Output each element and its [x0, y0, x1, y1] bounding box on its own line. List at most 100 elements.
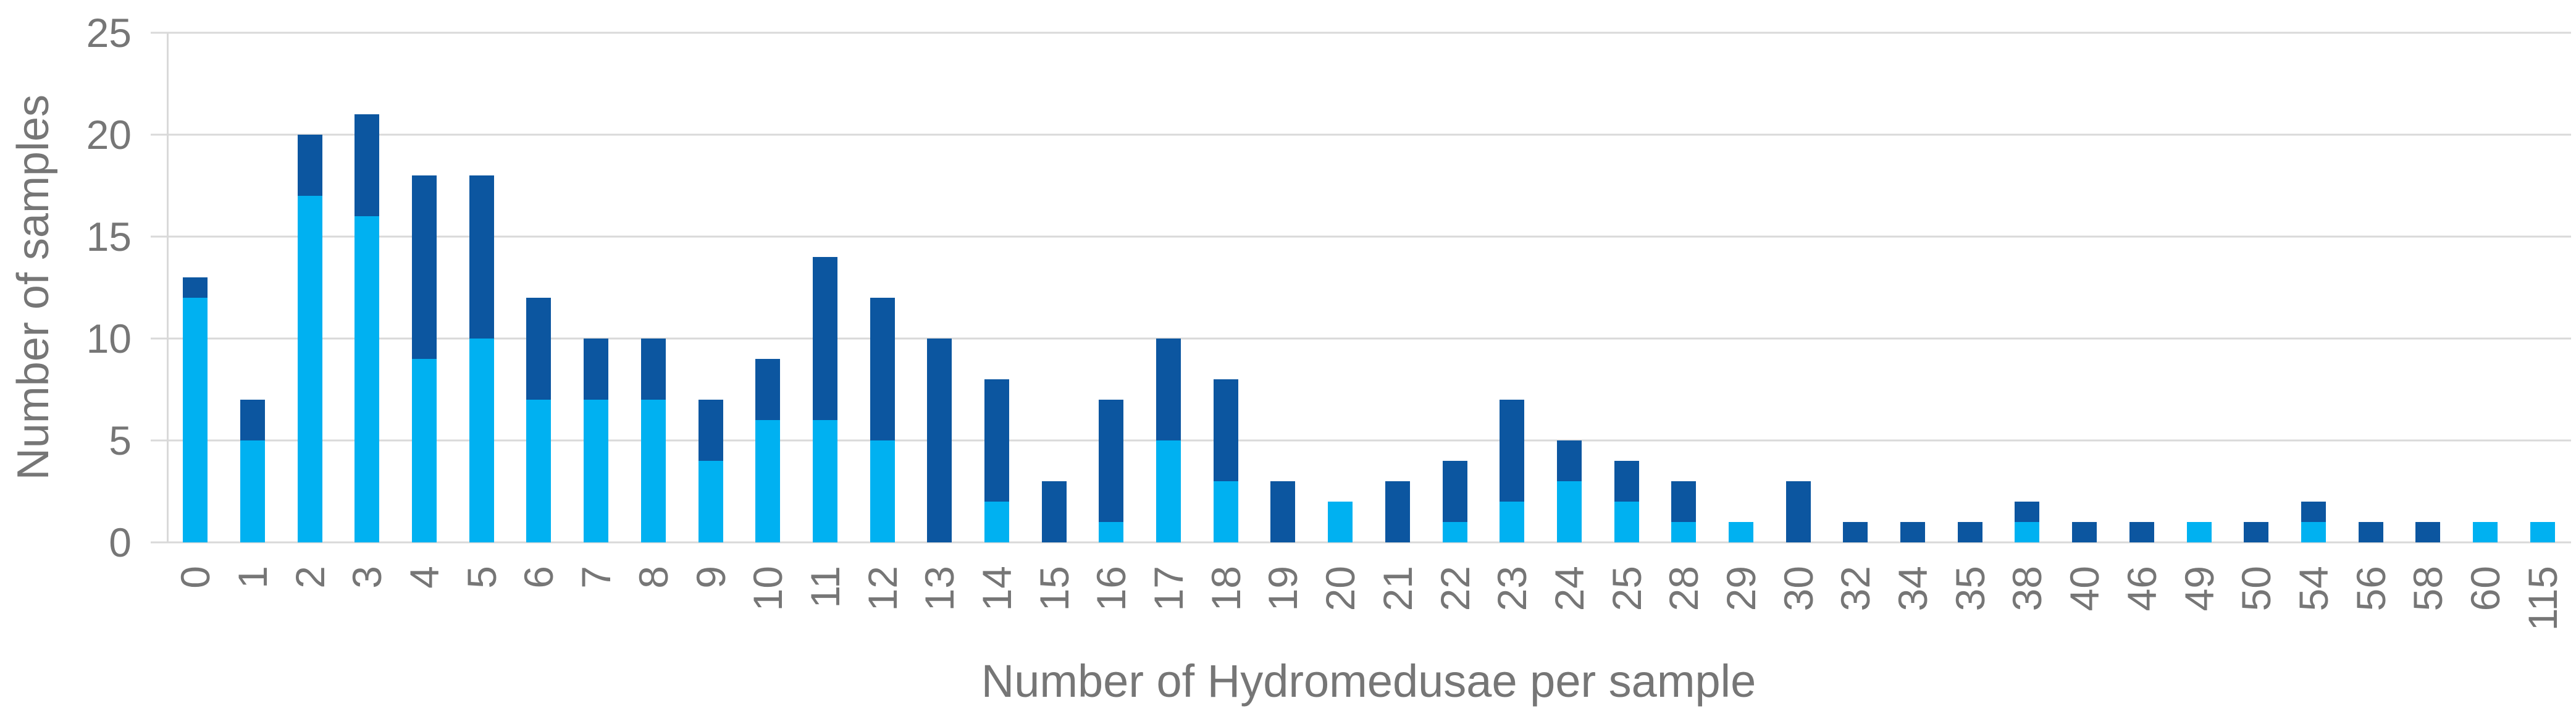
- x-tick-label: 40: [2062, 566, 2108, 612]
- x-tick-label-text: 18: [1202, 566, 1249, 612]
- x-tick-label: 38: [2004, 566, 2050, 611]
- bar-segment-dark-blue-top: [2129, 522, 2154, 542]
- x-tick-label: 58: [2405, 566, 2451, 611]
- x-axis-title: Number of Hydromedusae per sample: [981, 655, 1756, 707]
- bar-stack: [1270, 481, 1296, 542]
- x-tick-label-text: 22: [1432, 566, 1478, 612]
- bar-segment-dark-blue-top: [297, 135, 322, 196]
- y-tick-label-5: 5: [109, 418, 132, 463]
- x-tick-label: 22: [1432, 566, 1478, 612]
- x-tick-label: 0: [172, 566, 218, 589]
- bar-stack: [1614, 461, 1639, 542]
- gridline-y-0: [151, 541, 2571, 544]
- bar-segment-light-blue-bottom: [1328, 502, 1353, 542]
- x-tick-label-text: 4: [401, 566, 448, 589]
- bar-stack: [297, 135, 322, 542]
- x-tick-label-text: 16: [1088, 566, 1135, 612]
- x-tick-label: 54: [2290, 566, 2336, 612]
- x-tick-label: 56: [2348, 566, 2394, 611]
- x-tick-label: 46: [2118, 566, 2165, 612]
- bar-segment-dark-blue-top: [469, 175, 494, 339]
- bar-segment-light-blue-bottom: [1556, 481, 1582, 542]
- bar-segment-light-blue-bottom: [812, 420, 837, 542]
- x-tick-label-text: 20: [1317, 566, 1364, 612]
- x-tick-label: 23: [1489, 566, 1535, 612]
- x-tick-label-text: 35: [1947, 566, 1993, 612]
- x-tick-label-text: 19: [1260, 566, 1306, 612]
- bar-segment-dark-blue-top: [240, 400, 266, 440]
- x-tick-label-text: 40: [2062, 566, 2108, 612]
- x-tick-label-text: 12: [859, 566, 905, 612]
- x-tick-label-text: 24: [1546, 566, 1592, 612]
- x-tick-label-text: 6: [516, 566, 562, 589]
- x-tick-label: 49: [2176, 566, 2222, 612]
- y-tick-label-10: 10: [86, 316, 132, 361]
- bar-segment-light-blue-bottom: [2530, 522, 2555, 542]
- bar-stack: [2015, 502, 2040, 542]
- bar-stack: [1556, 440, 1582, 542]
- bar-segment-light-blue-bottom: [1213, 481, 1238, 542]
- bar-segment-dark-blue-top: [2358, 522, 2383, 542]
- y-axis-line: [167, 33, 169, 542]
- x-tick-label: 1: [230, 566, 276, 589]
- x-tick-label: 115: [2519, 566, 2566, 631]
- bar-segment-light-blue-bottom: [1671, 522, 1697, 542]
- bar-stack: [240, 400, 266, 542]
- x-tick-label-text: 60: [2462, 566, 2508, 612]
- bar-segment-light-blue-bottom: [640, 400, 666, 542]
- bar-segment-dark-blue-top: [183, 277, 208, 298]
- x-tick-label-text: 54: [2290, 566, 2336, 612]
- plot-area: [151, 32, 2571, 544]
- x-tick-label: 25: [1604, 566, 1650, 611]
- x-tick-label-text: 50: [2233, 566, 2280, 612]
- x-tick-label: 11: [802, 566, 848, 608]
- bar-stack: [2186, 522, 2212, 542]
- bar-segment-dark-blue-top: [2015, 502, 2040, 522]
- bar-segment-dark-blue-top: [1671, 481, 1697, 522]
- bar-segment-dark-blue-top: [1556, 440, 1582, 481]
- bar-segment-light-blue-bottom: [984, 502, 1009, 542]
- x-tick-label: 12: [859, 566, 905, 612]
- y-tick-label-0: 0: [109, 520, 132, 565]
- gridline-y-20: [151, 133, 2571, 136]
- bar-stack: [1099, 400, 1124, 542]
- gridline-y-10: [151, 337, 2571, 340]
- bar-segment-dark-blue-top: [1099, 400, 1124, 522]
- x-tick-label-text: 1: [230, 566, 276, 589]
- x-tick-label-text: 23: [1489, 566, 1535, 612]
- bar-stack: [1843, 522, 1868, 542]
- bar-segment-light-blue-bottom: [240, 440, 266, 542]
- bar-segment-dark-blue-top: [1270, 481, 1296, 542]
- bar-stack: [1385, 481, 1410, 542]
- x-tick-label-text: 5: [458, 566, 505, 589]
- x-tick-label-text: 8: [630, 566, 676, 589]
- bar-segment-light-blue-bottom: [297, 196, 322, 542]
- bar-stack: [755, 359, 781, 542]
- x-tick-label-text: 46: [2118, 566, 2165, 612]
- bar-segment-light-blue-bottom: [755, 420, 781, 542]
- bar-stack: [812, 257, 837, 542]
- bar-stack: [1785, 481, 1811, 542]
- x-tick-label-text: 115: [2519, 566, 2566, 631]
- x-tick-label: 3: [344, 566, 390, 589]
- bar-segment-light-blue-bottom: [584, 400, 609, 542]
- x-tick-label-text: 29: [1718, 566, 1764, 612]
- x-tick-label-text: 49: [2176, 566, 2222, 612]
- bar-segment-light-blue-bottom: [412, 359, 437, 542]
- x-tick-label: 30: [1776, 566, 1821, 611]
- bar-segment-dark-blue-top: [1614, 461, 1639, 502]
- x-tick-label: 50: [2233, 566, 2280, 612]
- bar-segment-dark-blue-top: [1957, 522, 1982, 542]
- x-tick-label: 32: [1832, 566, 1878, 611]
- gridline-y-25: [151, 32, 2571, 34]
- x-tick-label: 28: [1661, 566, 1706, 611]
- x-tick-label: 9: [688, 566, 734, 589]
- bar-segment-dark-blue-top: [2301, 502, 2326, 522]
- bar-stack: [1442, 461, 1467, 542]
- bar-segment-dark-blue-top: [1213, 379, 1238, 481]
- bar-segment-light-blue-bottom: [469, 339, 494, 542]
- x-tick-label-text: 34: [1890, 566, 1936, 612]
- bar-segment-light-blue-bottom: [2186, 522, 2212, 542]
- x-tick-label: 21: [1375, 566, 1420, 611]
